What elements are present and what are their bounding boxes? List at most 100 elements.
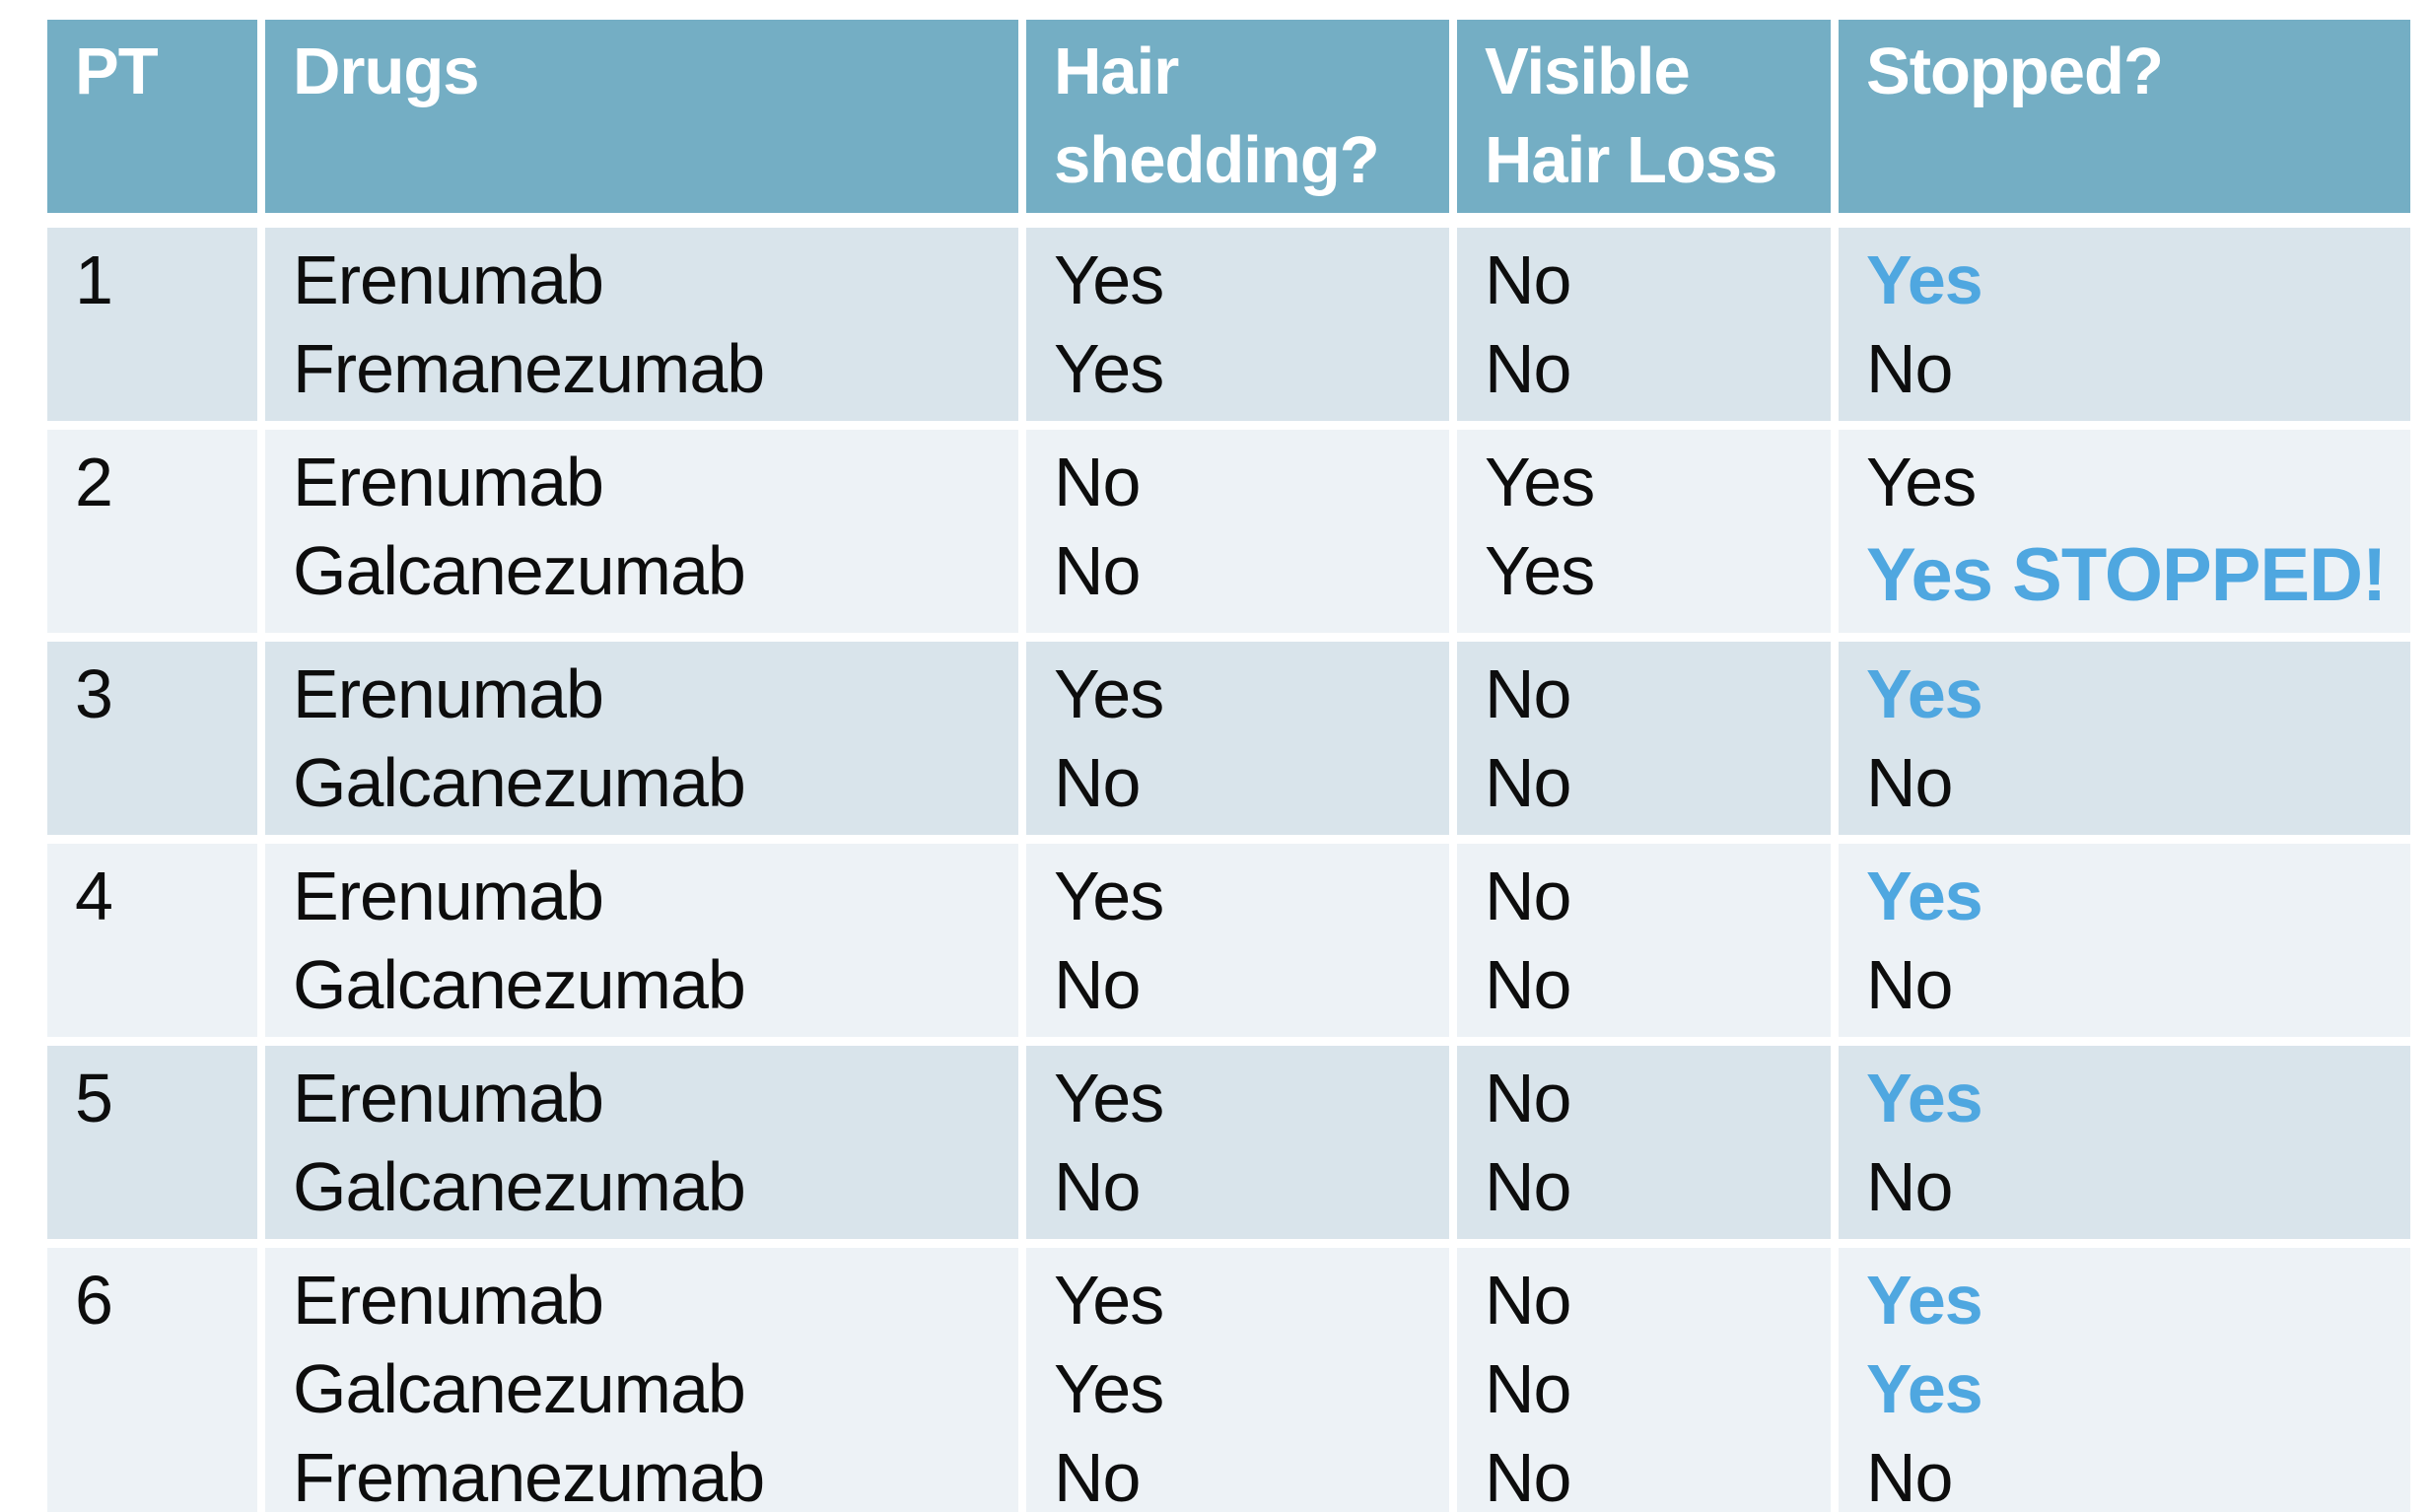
header-label-line: shedding?	[1054, 123, 1380, 197]
patient-row-3: 3 Erenumab Galcanezumab Yes No No No Yes No	[47, 642, 2410, 844]
patient-number: 4	[75, 858, 113, 934]
visible-value: No	[1485, 858, 1571, 934]
visible-value: No	[1485, 1060, 1571, 1136]
visible-value: No	[1485, 1350, 1571, 1427]
table-body: 1 Erenumab Fremanezumab Yes Yes No No Yes No 2 Ere…	[47, 228, 2410, 1512]
cell-visible: No No	[1457, 1046, 1839, 1248]
cell-stopped: Yes No	[1839, 642, 2410, 844]
shedding-value: Yes	[1054, 330, 1164, 407]
visible-value: Yes	[1485, 532, 1595, 609]
patients-table: PT Drugs Hair shedding? Visible Hair Loss Stop…	[47, 20, 2410, 1512]
shedding-value: No	[1054, 444, 1141, 520]
cell-visible: Yes Yes	[1457, 430, 1839, 642]
visible-value: No	[1485, 655, 1571, 732]
stopped-value: Yes	[1866, 1060, 1983, 1136]
visible-value: No	[1485, 946, 1571, 1023]
shedding-value: Yes	[1054, 655, 1164, 732]
cell-shedding: Yes No	[1026, 844, 1457, 1046]
cell-visible: No No	[1457, 228, 1839, 430]
drugs-value: Erenumab	[293, 858, 604, 934]
shedding-value: No	[1054, 1439, 1141, 1512]
drugs-value: Erenumab	[293, 655, 604, 732]
shedding-value: Yes	[1054, 1060, 1164, 1136]
stopped-value: Yes	[1866, 1262, 1983, 1339]
cell-drugs: Erenumab Galcanezumab	[265, 430, 1026, 642]
cell-shedding: Yes No	[1026, 642, 1457, 844]
cell-pt: 1	[47, 228, 265, 430]
visible-value: No	[1485, 1439, 1571, 1512]
stopped-value: No	[1866, 1148, 1953, 1225]
drugs-value: Erenumab	[293, 1262, 604, 1339]
stopped-value: Yes	[1866, 444, 1977, 520]
visible-value: No	[1485, 330, 1571, 407]
drugs-value: Galcanezumab	[293, 532, 746, 609]
cell-pt: 4	[47, 844, 265, 1046]
shedding-value: No	[1054, 744, 1141, 821]
drugs-value: Galcanezumab	[293, 1350, 746, 1427]
column-header-visible: Visible Hair Loss	[1457, 20, 1839, 228]
header-label-line: Hair	[1054, 34, 1179, 108]
drugs-value: Galcanezumab	[293, 946, 746, 1023]
cell-pt: 3	[47, 642, 265, 844]
cell-pt: 2	[47, 430, 265, 642]
cell-stopped: Yes No	[1839, 1046, 2410, 1248]
cell-drugs: Erenumab Galcanezumab	[265, 642, 1026, 844]
patient-number: 2	[75, 444, 113, 520]
shedding-value: No	[1054, 532, 1141, 609]
drugs-value: Galcanezumab	[293, 744, 746, 821]
shedding-value: Yes	[1054, 858, 1164, 934]
patient-number: 6	[75, 1262, 113, 1339]
cell-pt: 5	[47, 1046, 265, 1248]
cell-stopped: Yes No	[1839, 228, 2410, 430]
column-header-pt: PT	[47, 20, 265, 228]
cell-drugs: Erenumab Galcanezumab	[265, 1046, 1026, 1248]
patient-row-4: 4 Erenumab Galcanezumab Yes No No No Yes No	[47, 844, 2410, 1046]
drugs-value: Fremanezumab	[293, 330, 765, 407]
header-label-line: Visible	[1485, 34, 1691, 108]
stopped-value: Yes	[1866, 858, 1983, 934]
drugs-value: Erenumab	[293, 444, 604, 520]
stopped-value: No	[1866, 1439, 1953, 1512]
cell-shedding: Yes Yes No	[1026, 1248, 1457, 1512]
patient-number: 3	[75, 655, 113, 732]
stopped-value: Yes STOPPED!	[1866, 533, 2387, 617]
stopped-value: Yes	[1866, 241, 1983, 318]
patient-row-2: 2 Erenumab Galcanezumab No No Yes Yes Yes Yes ST…	[47, 430, 2410, 642]
cell-visible: No No	[1457, 642, 1839, 844]
stopped-value: Yes	[1866, 1350, 1983, 1427]
stopped-value: Yes	[1866, 655, 1983, 732]
drugs-value: Galcanezumab	[293, 1148, 746, 1225]
patient-number: 5	[75, 1060, 113, 1136]
visible-value: Yes	[1485, 444, 1595, 520]
header-label-line: Stopped?	[1866, 34, 2164, 108]
visible-value: No	[1485, 1148, 1571, 1225]
patient-row-1: 1 Erenumab Fremanezumab Yes Yes No No Yes No	[47, 228, 2410, 430]
patient-row-5: 5 Erenumab Galcanezumab Yes No No No Yes No	[47, 1046, 2410, 1248]
drugs-value: Fremanezumab	[293, 1439, 765, 1512]
shedding-value: No	[1054, 1148, 1141, 1225]
stopped-value: No	[1866, 946, 1953, 1023]
cell-stopped: Yes No	[1839, 844, 2410, 1046]
cell-shedding: No No	[1026, 430, 1457, 642]
shedding-value: Yes	[1054, 1350, 1164, 1427]
cell-stopped: Yes Yes No	[1839, 1248, 2410, 1512]
shedding-value: Yes	[1054, 1262, 1164, 1339]
cell-shedding: Yes Yes	[1026, 228, 1457, 430]
visible-value: No	[1485, 1262, 1571, 1339]
patient-number: 1	[75, 241, 113, 318]
visible-value: No	[1485, 744, 1571, 821]
header-label-line: Hair Loss	[1485, 123, 1777, 197]
visible-value: No	[1485, 241, 1571, 318]
cell-drugs: Erenumab Galcanezumab	[265, 844, 1026, 1046]
cell-visible: No No	[1457, 844, 1839, 1046]
patient-row-6: 6 Erenumab Galcanezumab Fremanezumab Yes Yes N…	[47, 1248, 2410, 1512]
cell-drugs: Erenumab Galcanezumab Fremanezumab	[265, 1248, 1026, 1512]
column-header-stopped: Stopped?	[1839, 20, 2410, 228]
cell-pt: 6	[47, 1248, 265, 1512]
column-header-drugs: Drugs	[265, 20, 1026, 228]
stopped-value: No	[1866, 744, 1953, 821]
shedding-value: No	[1054, 946, 1141, 1023]
cell-stopped: Yes Yes STOPPED!	[1839, 430, 2410, 642]
shedding-value: Yes	[1054, 241, 1164, 318]
